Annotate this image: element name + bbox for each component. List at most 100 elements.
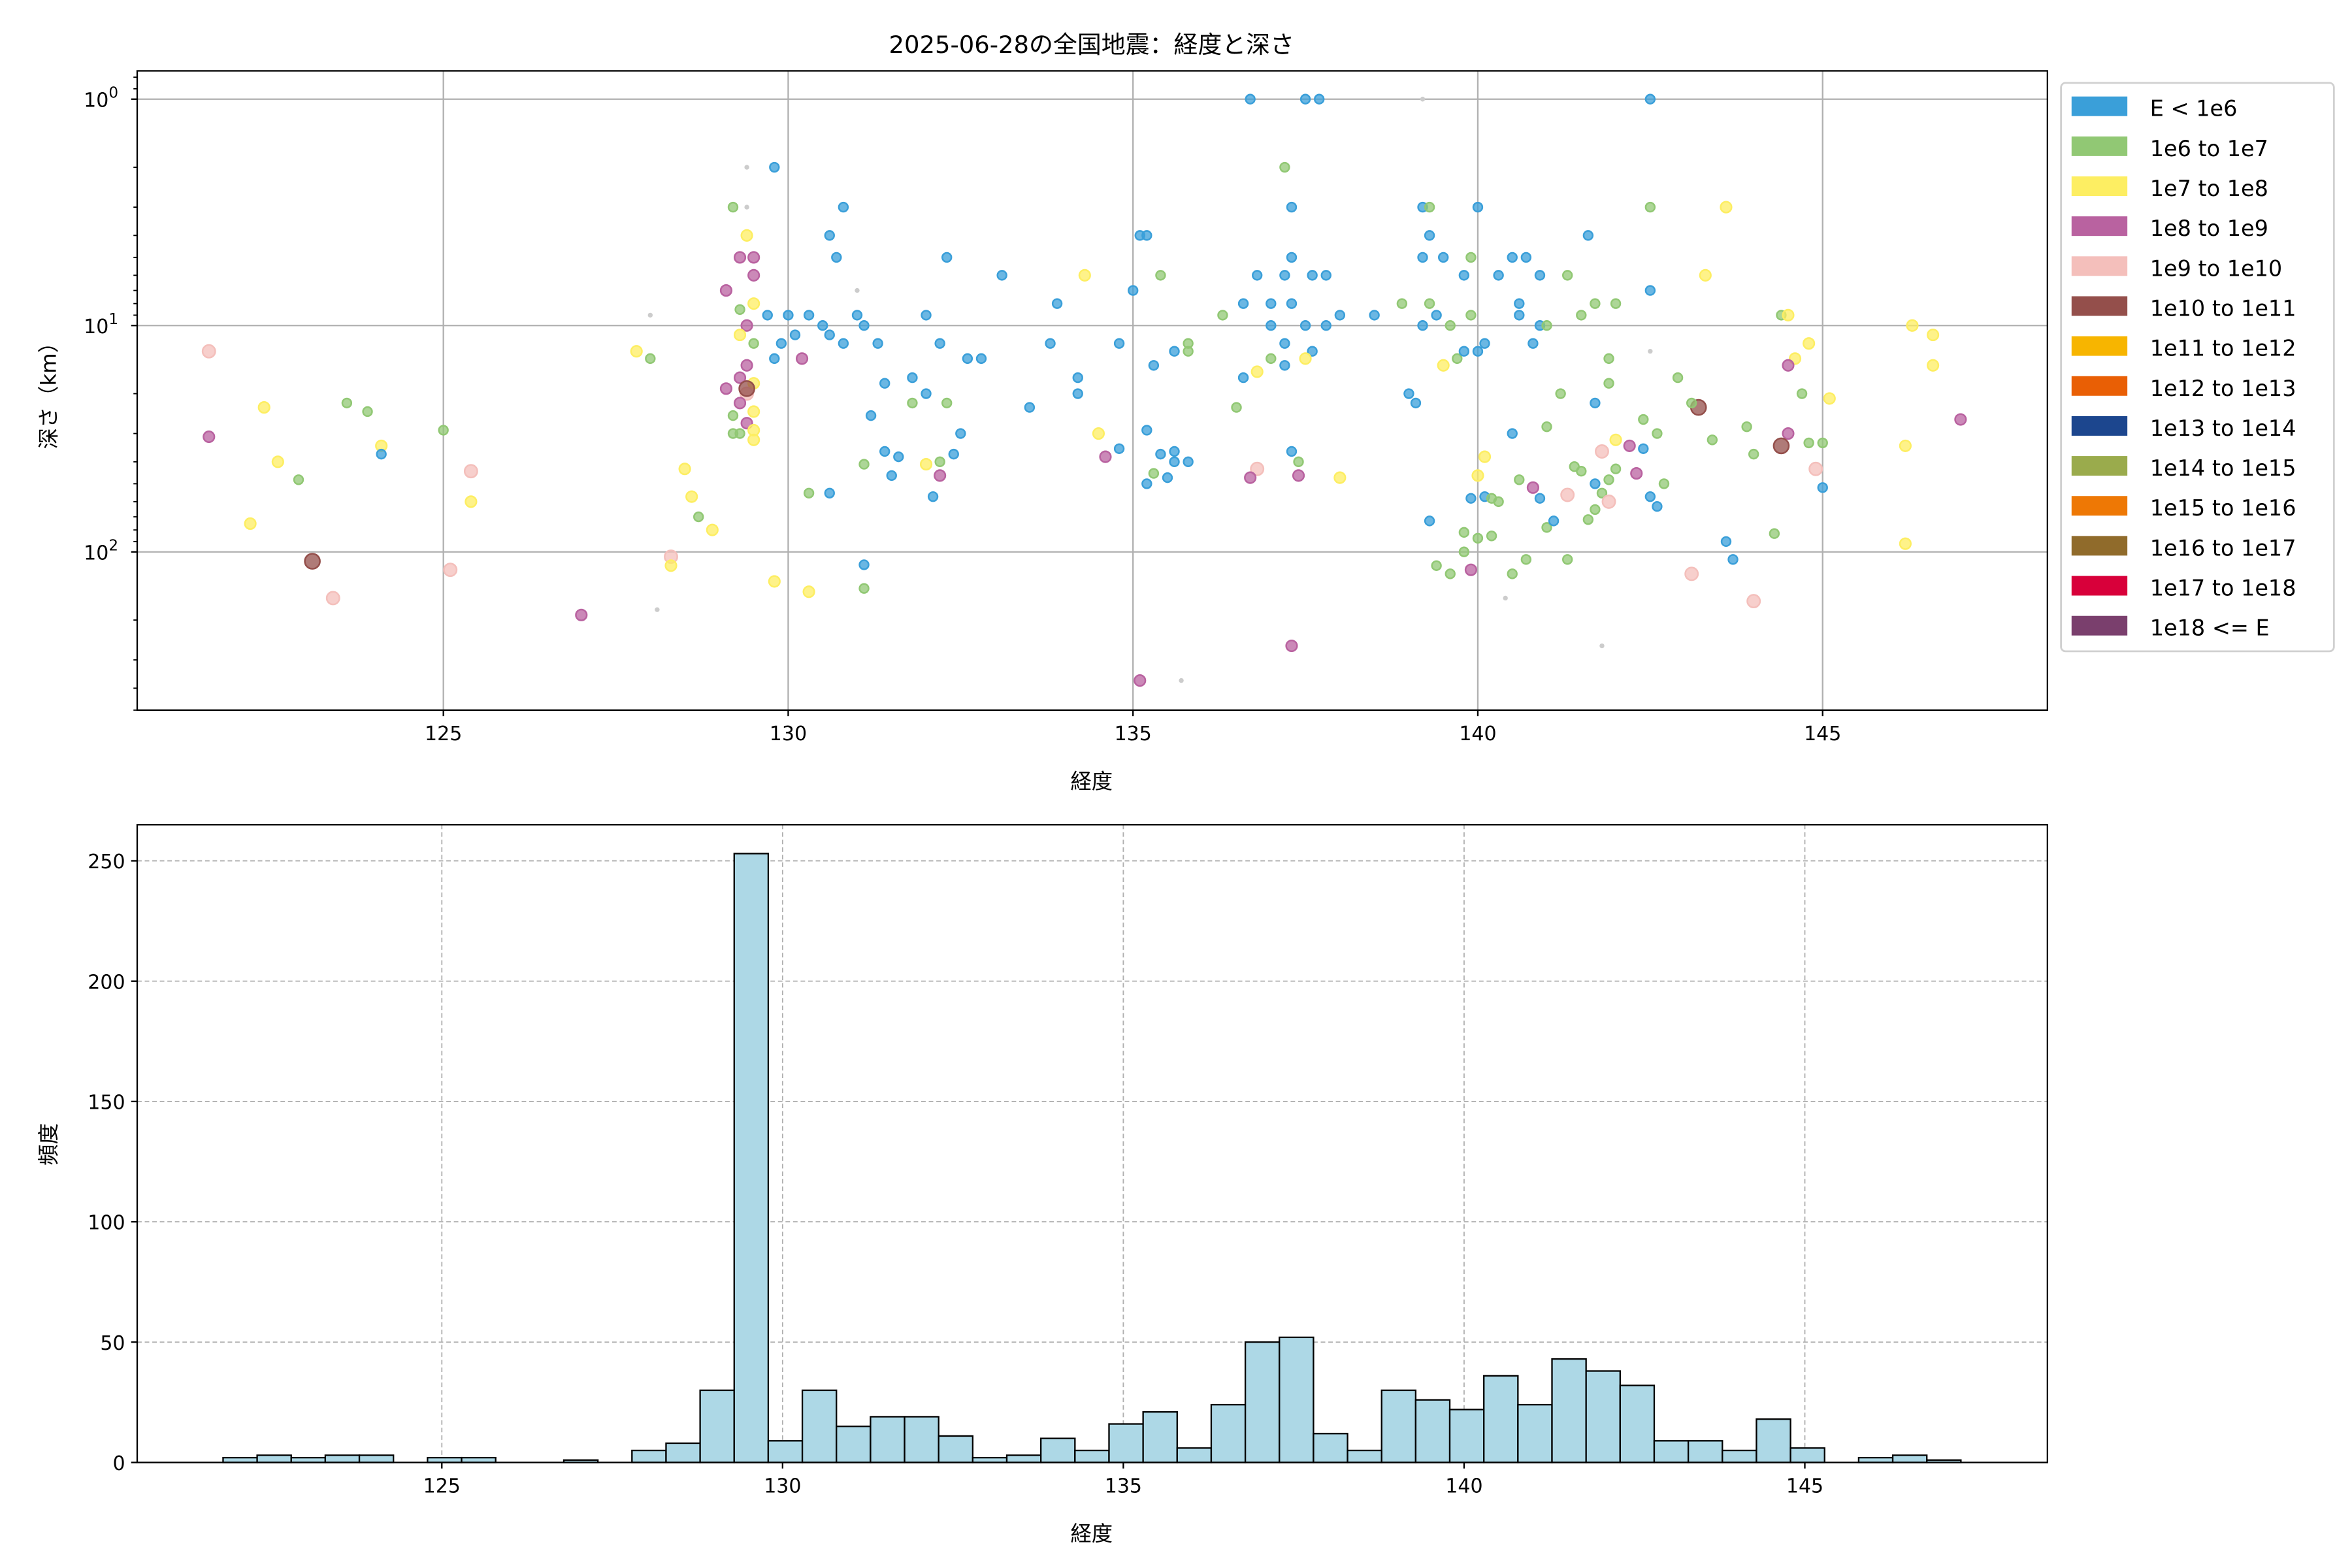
scatter-point-unclassified (1179, 678, 1184, 683)
scatter-point (1464, 563, 1477, 576)
scatter-point (1927, 359, 1940, 372)
scatter-point (865, 410, 877, 421)
scatter-point (1410, 397, 1422, 409)
scatter-point (1169, 346, 1180, 357)
histogram-xtick-label: 145 (1786, 1475, 1823, 1498)
scatter-point (795, 352, 809, 365)
scatter-point (1099, 450, 1112, 463)
scatter-ytick-label: 101 (84, 311, 118, 338)
scatter-ytick-base: 10 (84, 316, 108, 338)
histogram-bar (1789, 1447, 1825, 1463)
legend-swatch (2071, 256, 2128, 276)
scatter-point (1817, 482, 1828, 493)
scatter-point (1438, 252, 1449, 263)
scatter-point (1155, 448, 1166, 460)
legend-swatch (2071, 536, 2128, 556)
scatter-point (740, 229, 753, 242)
scatter-point (1590, 478, 1601, 489)
scatter-point (1772, 437, 1790, 455)
scatter-ytick-label: 102 (84, 537, 118, 564)
scatter-point (727, 428, 739, 439)
scatter-point (1541, 320, 1552, 331)
scatter-point (1465, 493, 1477, 504)
scatter-xtick-label: 140 (1459, 723, 1496, 745)
scatter-point (1217, 310, 1228, 321)
scatter-point (727, 201, 739, 213)
scatter-point (1465, 252, 1477, 263)
scatter-point (1279, 161, 1290, 173)
scatter-point (1307, 346, 1318, 357)
scatter-point (203, 430, 216, 444)
scatter-point (325, 591, 340, 606)
histogram-ytick-label: 50 (100, 1332, 125, 1355)
scatter-point (1458, 546, 1470, 557)
scatter-point (858, 459, 870, 470)
scatter-point (1320, 270, 1331, 281)
scatter-point (1699, 269, 1712, 282)
histogram-bar (1891, 1454, 1928, 1463)
scatter-point (921, 388, 932, 399)
scatter-point (817, 320, 828, 331)
scatter-point (1141, 425, 1152, 436)
scatter-point (824, 329, 835, 340)
scatter-point (1741, 421, 1752, 433)
scatter-point (1603, 353, 1614, 365)
scatter-point (1431, 560, 1442, 571)
scatter-point (1266, 353, 1277, 365)
scatter-point (1169, 456, 1180, 468)
scatter-point (1465, 310, 1477, 321)
histogram-bar (1585, 1370, 1621, 1463)
scatter-point (1638, 414, 1649, 425)
histogram-bar (1244, 1341, 1281, 1463)
scatter-point (1266, 320, 1277, 331)
scatter-point (1803, 437, 1814, 449)
legend-swatch (2071, 615, 2128, 636)
scatter-point (630, 345, 643, 358)
legend-box (2060, 82, 2335, 653)
scatter-ytick-exponent: 0 (108, 84, 118, 101)
scatter-point (1527, 338, 1539, 349)
legend-label: 1e18 <= E (2150, 615, 2270, 641)
histogram-xtick-label: 140 (1445, 1475, 1482, 1498)
scatter-point (893, 451, 904, 463)
scatter-point (1078, 269, 1091, 282)
scatter-point (762, 310, 773, 321)
scatter-point (1293, 456, 1304, 468)
scatter-point (1183, 456, 1194, 468)
scatter-point-unclassified (744, 165, 749, 170)
scatter-point (1596, 487, 1608, 498)
legend-swatch (2071, 96, 2128, 116)
scatter-point (734, 304, 745, 315)
scatter-point (927, 491, 939, 502)
scatter-point (719, 382, 733, 395)
histogram-bar (1313, 1433, 1348, 1463)
scatter-point (1333, 471, 1347, 484)
legend-swatch (2071, 496, 2128, 516)
scatter-point (941, 397, 953, 409)
scatter-point-unclassified (1503, 595, 1508, 601)
scatter-point (1299, 93, 1311, 105)
scatter-point (1237, 372, 1249, 384)
scatter-point (376, 448, 387, 460)
histogram-bar (1448, 1409, 1485, 1463)
scatter-point (1817, 437, 1828, 449)
histogram-bar (665, 1442, 701, 1463)
scatter-point (858, 559, 870, 570)
scatter-point (257, 401, 270, 414)
scatter-point (733, 371, 747, 384)
histogram-bar (767, 1440, 804, 1463)
scatter-point (824, 230, 835, 241)
scatter-point (719, 284, 733, 297)
scatter-point-unclassified (647, 312, 653, 318)
scatter-point (886, 470, 897, 482)
legend-swatch (2071, 416, 2128, 436)
scatter-point (919, 457, 933, 471)
histogram-bar (733, 853, 770, 1463)
scatter-point (1314, 93, 1325, 105)
legend-label: 1e9 to 1e10 (2150, 255, 2282, 281)
histogram-bar (1279, 1336, 1315, 1463)
scatter-point (1072, 388, 1083, 399)
scatter-point (1555, 388, 1566, 399)
scatter-point (1520, 252, 1532, 263)
scatter-point (1292, 469, 1305, 482)
